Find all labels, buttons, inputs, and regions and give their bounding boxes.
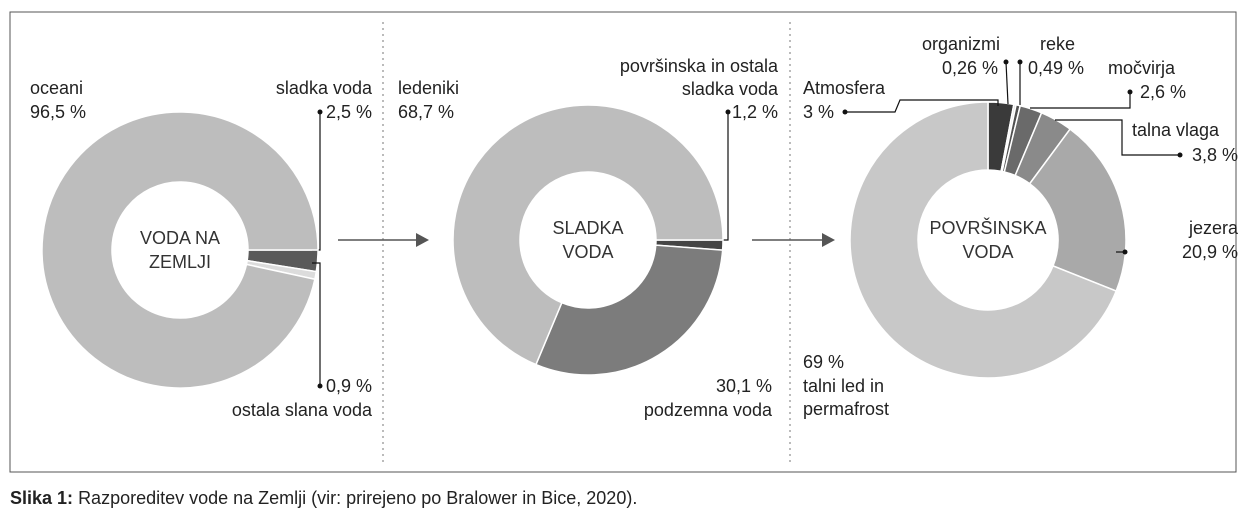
leader-dot bbox=[725, 109, 731, 115]
leader-line bbox=[1005, 61, 1009, 105]
leader-line bbox=[845, 99, 999, 113]
value-label: 2,5 % bbox=[325, 102, 372, 122]
value-label: 68,7 % bbox=[398, 102, 455, 122]
center-title: SLADKA VODA bbox=[552, 218, 624, 262]
value-label: 0,49 % bbox=[1028, 58, 1085, 78]
center-title: POVRŠINSKA VODA bbox=[929, 218, 1047, 262]
slice bbox=[452, 104, 724, 366]
slice bbox=[41, 111, 319, 389]
leader-dot bbox=[1122, 249, 1128, 255]
value-label: 0,9 % bbox=[325, 376, 372, 396]
caption-text: Razporeditev vode na Zemlji (vir: prirej… bbox=[78, 488, 638, 508]
slice bbox=[1028, 128, 1127, 293]
category-label: ostala slana voda bbox=[231, 400, 372, 420]
slice bbox=[534, 244, 724, 376]
value-label: 3,8 % bbox=[1191, 145, 1238, 165]
category-label: oceani bbox=[30, 78, 84, 98]
leader-dot bbox=[1017, 59, 1023, 65]
category-label: Atmosfera bbox=[803, 78, 886, 98]
value-label: 69 % bbox=[803, 352, 845, 372]
arrow-head bbox=[822, 233, 835, 247]
category-label: organizmi bbox=[921, 34, 1000, 54]
leader-dot bbox=[317, 109, 323, 115]
category-label: podzemna voda bbox=[643, 400, 772, 420]
value-label: 20,9 % bbox=[1181, 242, 1238, 262]
leader-dot bbox=[317, 383, 323, 389]
category-label: močvirja bbox=[1108, 58, 1176, 78]
leader-line bbox=[1055, 119, 1180, 156]
value-label: 96,5 % bbox=[30, 102, 87, 122]
caption-label: Slika 1: bbox=[10, 488, 74, 508]
value-label: 2,6 % bbox=[1140, 82, 1187, 102]
leader-dot bbox=[1003, 59, 1009, 65]
leader-dot bbox=[1177, 152, 1183, 158]
value-label: 3 % bbox=[803, 102, 835, 122]
frame bbox=[9, 11, 1237, 473]
category-label: jezera bbox=[1188, 218, 1238, 238]
leader-dot bbox=[1127, 89, 1133, 95]
value-label: 30,1 % bbox=[715, 376, 772, 396]
leader-line bbox=[1030, 92, 1131, 109]
category-label: talna vlaga bbox=[1132, 120, 1220, 140]
arrow-head bbox=[416, 233, 429, 247]
category-label: talni led in permafrost bbox=[803, 376, 890, 419]
value-label: 1,2 % bbox=[731, 102, 778, 122]
slice bbox=[849, 101, 1118, 379]
caption: Slika 1: Razporeditev vode na Zemlji (vi… bbox=[10, 488, 637, 509]
center-title: VODA NA ZEMLJI bbox=[139, 228, 221, 272]
value-label: 0,26 % bbox=[941, 58, 998, 78]
category-label: ledeniki bbox=[398, 78, 460, 98]
leader-dot bbox=[842, 109, 848, 115]
category-label: površinska in ostala sladka voda bbox=[619, 56, 778, 99]
leader-line bbox=[312, 262, 321, 386]
category-label: reke bbox=[1040, 34, 1076, 54]
category-label: sladka voda bbox=[275, 78, 372, 98]
